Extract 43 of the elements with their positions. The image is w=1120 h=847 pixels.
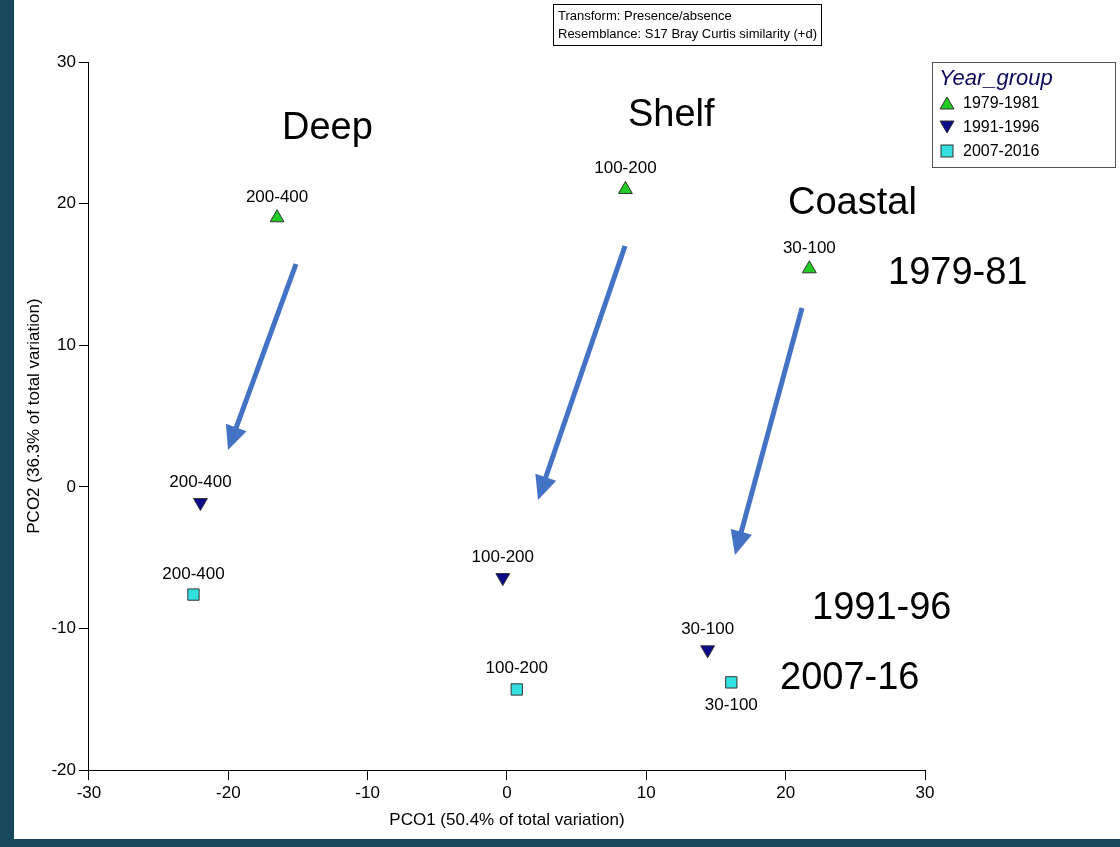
y-tick-label: -10 bbox=[51, 618, 76, 638]
annotation: 30-100 bbox=[681, 618, 735, 638]
annotation: 100-200 bbox=[485, 658, 548, 678]
x-axis-title: PCO1 (50.4% of total variation) bbox=[389, 810, 625, 830]
annotation: 30-100 bbox=[782, 237, 836, 257]
y-tick-label: 0 bbox=[66, 476, 76, 496]
legend-label: 2007-2016 bbox=[963, 142, 1040, 160]
x-tick-label: 30 bbox=[915, 783, 935, 803]
annotation: 200-400 bbox=[245, 186, 309, 206]
text: Transform: Presence/absence bbox=[558, 7, 733, 25]
point bbox=[617, 180, 633, 194]
y-tick-label: 30 bbox=[57, 51, 76, 71]
annotation: 200-400 bbox=[169, 471, 232, 491]
point bbox=[187, 588, 200, 601]
annotation: Coastal bbox=[788, 180, 917, 223]
legend-title: Year_group bbox=[939, 65, 1054, 91]
text: Resemblance: S17 Bray Curtis similarity (+d) bbox=[558, 25, 817, 43]
annotation: 100-200 bbox=[471, 546, 534, 566]
annotation: 1979-81 bbox=[888, 250, 1028, 293]
annotation: Deep bbox=[282, 105, 373, 148]
annotation: 30-100 bbox=[704, 695, 758, 715]
legend-label: 1979-1981 bbox=[963, 94, 1040, 112]
point bbox=[801, 260, 817, 274]
x-tick-label: 20 bbox=[776, 783, 796, 803]
legend-label: 1991-1996 bbox=[963, 118, 1040, 136]
point bbox=[269, 209, 285, 223]
x-tick-label: -20 bbox=[216, 783, 241, 803]
point bbox=[700, 645, 716, 659]
point bbox=[510, 683, 523, 696]
point bbox=[725, 676, 738, 689]
annotation: 2007-16 bbox=[780, 655, 920, 698]
annotation: 200-400 bbox=[162, 563, 225, 583]
annotation: Shelf bbox=[628, 92, 715, 135]
y-tick-label: -20 bbox=[51, 759, 76, 779]
x-tick-label: -10 bbox=[355, 783, 380, 803]
x-tick-label: 0 bbox=[502, 783, 512, 803]
x-tick-label: 10 bbox=[636, 783, 656, 803]
y-tick-label: 10 bbox=[57, 334, 76, 354]
annotation: 1991-96 bbox=[812, 585, 952, 628]
y-tick-label: 20 bbox=[57, 193, 76, 213]
annotation: 100-200 bbox=[594, 158, 657, 178]
y-axis-title: PCO2 (36.3% of total variation) bbox=[23, 298, 43, 534]
x-tick-label: -30 bbox=[76, 783, 102, 803]
